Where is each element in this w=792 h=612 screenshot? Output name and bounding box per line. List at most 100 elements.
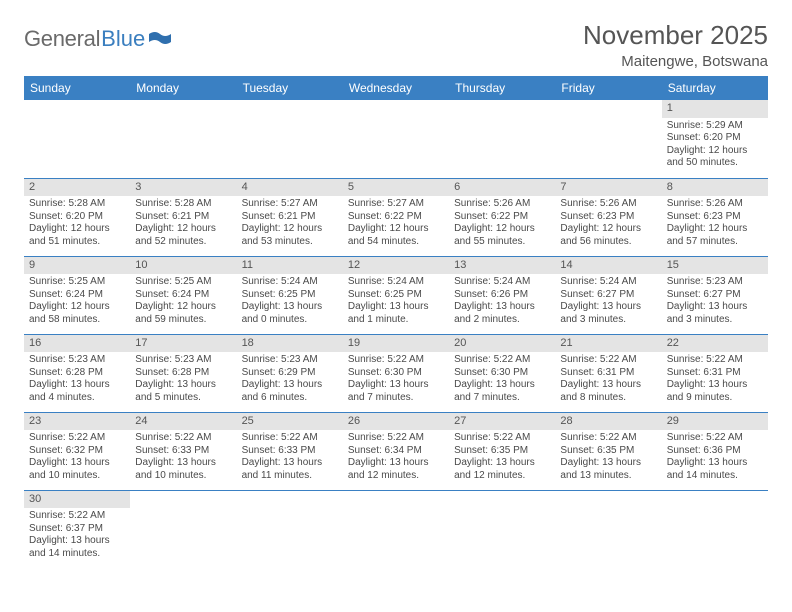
sunrise-value: 5:24 AM	[387, 276, 424, 287]
sunrise-label: Sunrise:	[29, 432, 66, 443]
daylight-label: Daylight:	[454, 457, 493, 468]
sunrise-value: 5:22 AM	[494, 354, 531, 365]
day-number: 21	[555, 335, 661, 353]
calendar-cell	[343, 100, 449, 178]
sunrise-label: Sunrise:	[454, 354, 491, 365]
daylight-label: Daylight:	[560, 301, 599, 312]
calendar-cell: 24Sunrise: 5:22 AMSunset: 6:33 PMDayligh…	[130, 412, 236, 490]
day-body: Sunrise: 5:22 AMSunset: 6:33 PMDaylight:…	[237, 430, 343, 486]
calendar-cell: 30Sunrise: 5:22 AMSunset: 6:37 PMDayligh…	[24, 490, 130, 568]
sunset-label: Sunset:	[242, 445, 276, 456]
sunrise-value: 5:25 AM	[175, 276, 212, 287]
daylight-label: Daylight:	[29, 301, 68, 312]
sunset-label: Sunset:	[348, 289, 382, 300]
day-body: Sunrise: 5:22 AMSunset: 6:31 PMDaylight:…	[555, 352, 661, 408]
sunset-value: 6:36 PM	[703, 445, 740, 456]
daylight-label: Daylight:	[667, 301, 706, 312]
daylight-label: Daylight:	[135, 223, 174, 234]
day-body: Sunrise: 5:22 AMSunset: 6:36 PMDaylight:…	[662, 430, 768, 486]
calendar-row: 9Sunrise: 5:25 AMSunset: 6:24 PMDaylight…	[24, 256, 768, 334]
weekday-header: Friday	[555, 76, 661, 100]
calendar-cell: 3Sunrise: 5:28 AMSunset: 6:21 PMDaylight…	[130, 178, 236, 256]
sunset-value: 6:23 PM	[597, 211, 634, 222]
calendar-cell	[130, 100, 236, 178]
sunrise-value: 5:27 AM	[387, 198, 424, 209]
calendar-row: 30Sunrise: 5:22 AMSunset: 6:37 PMDayligh…	[24, 490, 768, 568]
sunrise-label: Sunrise:	[560, 354, 597, 365]
calendar-cell	[449, 490, 555, 568]
day-number: 2	[24, 179, 130, 197]
day-body: Sunrise: 5:24 AMSunset: 6:25 PMDaylight:…	[237, 274, 343, 330]
calendar-cell: 23Sunrise: 5:22 AMSunset: 6:32 PMDayligh…	[24, 412, 130, 490]
day-number: 8	[662, 179, 768, 197]
sunset-label: Sunset:	[135, 211, 169, 222]
sunrise-value: 5:23 AM	[706, 276, 743, 287]
calendar-cell: 17Sunrise: 5:23 AMSunset: 6:28 PMDayligh…	[130, 334, 236, 412]
sunrise-value: 5:24 AM	[494, 276, 531, 287]
day-number: 22	[662, 335, 768, 353]
sunrise-value: 5:29 AM	[706, 120, 743, 131]
sunrise-value: 5:22 AM	[600, 432, 637, 443]
sunset-value: 6:31 PM	[597, 367, 634, 378]
calendar-cell: 15Sunrise: 5:23 AMSunset: 6:27 PMDayligh…	[662, 256, 768, 334]
page-title: November 2025	[583, 20, 768, 51]
day-number: 7	[555, 179, 661, 197]
sunrise-value: 5:24 AM	[600, 276, 637, 287]
sunrise-label: Sunrise:	[667, 198, 704, 209]
sunset-label: Sunset:	[454, 211, 488, 222]
day-body: Sunrise: 5:24 AMSunset: 6:27 PMDaylight:…	[555, 274, 661, 330]
day-body: Sunrise: 5:22 AMSunset: 6:35 PMDaylight:…	[449, 430, 555, 486]
sunset-value: 6:25 PM	[278, 289, 315, 300]
sunrise-value: 5:26 AM	[600, 198, 637, 209]
sunset-label: Sunset:	[667, 289, 701, 300]
weekday-header: Saturday	[662, 76, 768, 100]
sunset-label: Sunset:	[242, 367, 276, 378]
sunrise-value: 5:24 AM	[281, 276, 318, 287]
day-body: Sunrise: 5:25 AMSunset: 6:24 PMDaylight:…	[24, 274, 130, 330]
logo-blue: Blue	[101, 26, 145, 52]
logo-general: General	[24, 26, 100, 52]
day-body: Sunrise: 5:22 AMSunset: 6:35 PMDaylight:…	[555, 430, 661, 486]
day-body: Sunrise: 5:23 AMSunset: 6:28 PMDaylight:…	[24, 352, 130, 408]
sunset-label: Sunset:	[135, 367, 169, 378]
daylight-label: Daylight:	[242, 223, 281, 234]
calendar-cell	[449, 100, 555, 178]
sunrise-label: Sunrise:	[135, 432, 172, 443]
sunrise-label: Sunrise:	[348, 354, 385, 365]
sunrise-label: Sunrise:	[667, 354, 704, 365]
sunrise-label: Sunrise:	[454, 198, 491, 209]
calendar-row: 23Sunrise: 5:22 AMSunset: 6:32 PMDayligh…	[24, 412, 768, 490]
calendar-cell	[555, 490, 661, 568]
sunrise-label: Sunrise:	[242, 198, 279, 209]
header: GeneralBlue November 2025 Maitengwe, Bot…	[24, 20, 768, 70]
sunrise-label: Sunrise:	[560, 432, 597, 443]
sunrise-value: 5:28 AM	[175, 198, 212, 209]
day-number: 9	[24, 257, 130, 275]
calendar-cell	[343, 490, 449, 568]
daylight-label: Daylight:	[454, 301, 493, 312]
sunrise-label: Sunrise:	[667, 276, 704, 287]
daylight-label: Daylight:	[667, 379, 706, 390]
sunset-value: 6:32 PM	[66, 445, 103, 456]
sunrise-label: Sunrise:	[29, 354, 66, 365]
calendar-cell: 13Sunrise: 5:24 AMSunset: 6:26 PMDayligh…	[449, 256, 555, 334]
day-number: 1	[662, 100, 768, 118]
day-number: 18	[237, 335, 343, 353]
sunset-label: Sunset:	[454, 445, 488, 456]
sunrise-value: 5:26 AM	[494, 198, 531, 209]
sunrise-value: 5:22 AM	[706, 354, 743, 365]
sunset-value: 6:30 PM	[491, 367, 528, 378]
calendar-cell: 14Sunrise: 5:24 AMSunset: 6:27 PMDayligh…	[555, 256, 661, 334]
day-body: Sunrise: 5:29 AMSunset: 6:20 PMDaylight:…	[662, 118, 768, 174]
calendar-cell: 9Sunrise: 5:25 AMSunset: 6:24 PMDaylight…	[24, 256, 130, 334]
calendar-cell: 28Sunrise: 5:22 AMSunset: 6:35 PMDayligh…	[555, 412, 661, 490]
day-number: 10	[130, 257, 236, 275]
sunset-label: Sunset:	[348, 445, 382, 456]
sunset-value: 6:37 PM	[66, 523, 103, 534]
calendar-cell: 2Sunrise: 5:28 AMSunset: 6:20 PMDaylight…	[24, 178, 130, 256]
day-number: 24	[130, 413, 236, 431]
sunrise-label: Sunrise:	[667, 432, 704, 443]
sunset-value: 6:20 PM	[66, 211, 103, 222]
sunset-value: 6:33 PM	[172, 445, 209, 456]
sunrise-value: 5:22 AM	[68, 510, 105, 521]
